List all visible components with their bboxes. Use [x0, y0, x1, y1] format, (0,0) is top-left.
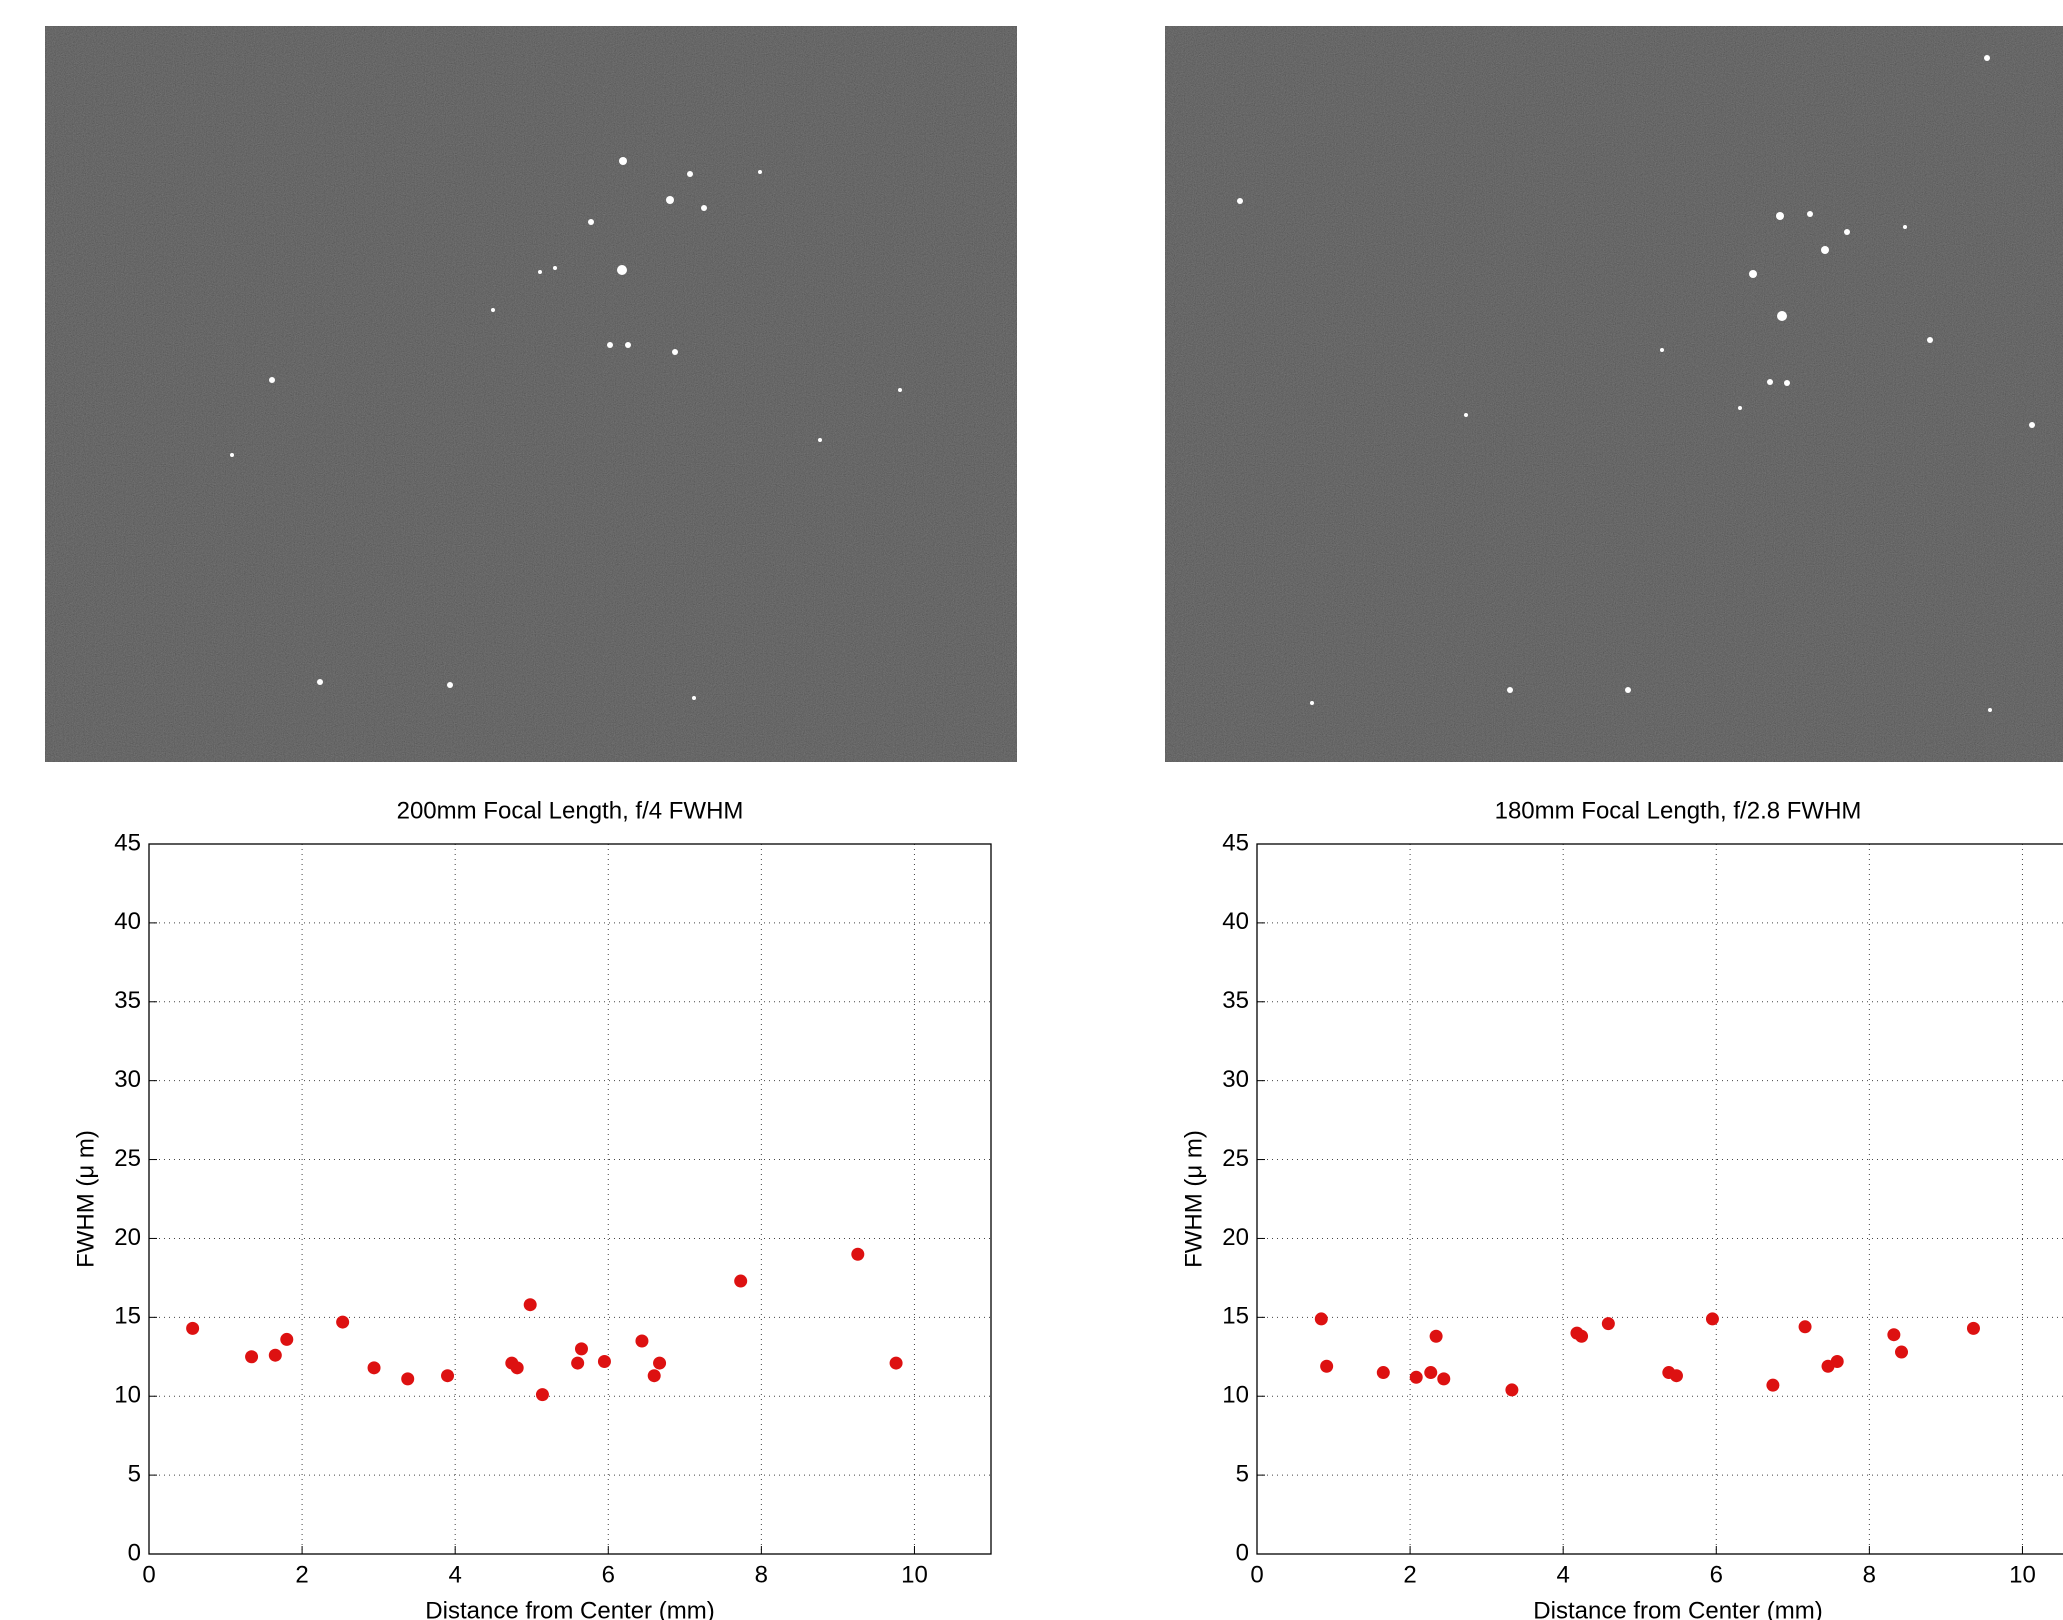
- point: [1376, 1366, 1390, 1380]
- point: [653, 1356, 667, 1370]
- point: [1705, 1312, 1719, 1326]
- scatter-chart: 0 5 10 15 20 25 30 35 40 45 0 2 4 6 8 10 200mm Focal Len…: [72, 797, 992, 1620]
- y-tick-label: 0: [1236, 1539, 1249, 1566]
- y-tick-label: 20: [1222, 1224, 1249, 1251]
- x-tick-label: 8: [755, 1561, 768, 1588]
- point: [510, 1361, 524, 1375]
- point: [1424, 1366, 1438, 1380]
- point: [635, 1334, 649, 1348]
- x-axis-label: Distance from Center (mm): [425, 1597, 714, 1620]
- point: [1798, 1320, 1812, 1334]
- point: [734, 1274, 748, 1288]
- y-tick-label: 35: [114, 987, 141, 1014]
- star-photo-right: [1164, 25, 2063, 763]
- y-tick-label: 0: [128, 1539, 141, 1566]
- y-tick-label: 20: [114, 1224, 141, 1251]
- x-tick-label: 0: [1250, 1561, 1263, 1588]
- point: [1601, 1317, 1615, 1331]
- x-axis-label: Distance from Center (mm): [1533, 1597, 1822, 1620]
- y-tick-label: 45: [114, 829, 141, 856]
- point: [1437, 1372, 1451, 1386]
- point: [1505, 1383, 1519, 1397]
- y-tick-label: 10: [1222, 1382, 1249, 1409]
- point: [1895, 1345, 1909, 1359]
- point: [441, 1369, 455, 1383]
- star-photo-left: [44, 25, 1018, 763]
- y-tick-label: 40: [1222, 908, 1249, 935]
- point: [1409, 1370, 1423, 1384]
- point: [597, 1355, 611, 1369]
- point: [574, 1342, 588, 1356]
- point: [336, 1315, 350, 1329]
- x-tick-label: 10: [2009, 1561, 2036, 1588]
- x-tick-label: 4: [449, 1561, 462, 1588]
- y-axis-label: FWHM (μ m): [1180, 1130, 1207, 1268]
- point: [1314, 1312, 1328, 1326]
- y-tick-label: 45: [1222, 829, 1249, 856]
- point: [1830, 1355, 1844, 1369]
- point: [1887, 1328, 1901, 1342]
- point: [535, 1388, 549, 1402]
- point: [1575, 1329, 1589, 1343]
- x-tick-label: 10: [901, 1561, 928, 1588]
- axes-box: [148, 843, 992, 1555]
- point: [268, 1348, 282, 1362]
- y-tick-label: 30: [1222, 1066, 1249, 1093]
- point: [1429, 1329, 1443, 1343]
- y-tick-label: 15: [114, 1303, 141, 1330]
- point: [523, 1298, 537, 1312]
- point: [1966, 1321, 1980, 1335]
- x-tick-label: 6: [602, 1561, 615, 1588]
- point: [647, 1369, 661, 1383]
- axes-box: [1256, 843, 2063, 1555]
- x-tick-label: 4: [1557, 1561, 1570, 1588]
- y-axis-label: FWHM (μ m): [72, 1130, 99, 1268]
- y-tick-label: 10: [114, 1382, 141, 1409]
- y-tick-label: 30: [114, 1066, 141, 1093]
- point: [571, 1356, 585, 1370]
- point: [186, 1321, 200, 1335]
- point: [889, 1356, 903, 1370]
- x-tick-label: 0: [142, 1561, 155, 1588]
- plot-area: [149, 844, 991, 1554]
- y-tick-label: 40: [114, 908, 141, 935]
- x-tick-label: 8: [1863, 1561, 1876, 1588]
- chart-title: 200mm Focal Length, f/4 FWHM: [397, 797, 744, 824]
- point: [280, 1332, 294, 1346]
- y-tick-label: 15: [1222, 1303, 1249, 1330]
- point: [367, 1361, 381, 1375]
- y-tick-label: 25: [114, 1145, 141, 1172]
- x-tick-label: 2: [1403, 1561, 1416, 1588]
- x-tick-label: 6: [1710, 1561, 1723, 1588]
- chart-title: 180mm Focal Length, f/2.8 FWHM: [1495, 797, 1862, 824]
- scatter-chart: 0 5 10 15 20 25 30 35 40 45 0 2 4 6 8 10 180mm Focal Len…: [1180, 797, 2063, 1620]
- point: [851, 1247, 865, 1261]
- point: [1669, 1369, 1683, 1383]
- x-tick-label: 2: [295, 1561, 308, 1588]
- y-tick-label: 5: [128, 1460, 141, 1487]
- point: [1766, 1378, 1780, 1392]
- point: [401, 1372, 415, 1386]
- point: [1320, 1359, 1334, 1373]
- plot-area: [1257, 844, 2063, 1554]
- point: [245, 1350, 259, 1364]
- y-tick-label: 35: [1222, 987, 1249, 1014]
- y-tick-label: 5: [1236, 1460, 1249, 1487]
- y-tick-label: 25: [1222, 1145, 1249, 1172]
